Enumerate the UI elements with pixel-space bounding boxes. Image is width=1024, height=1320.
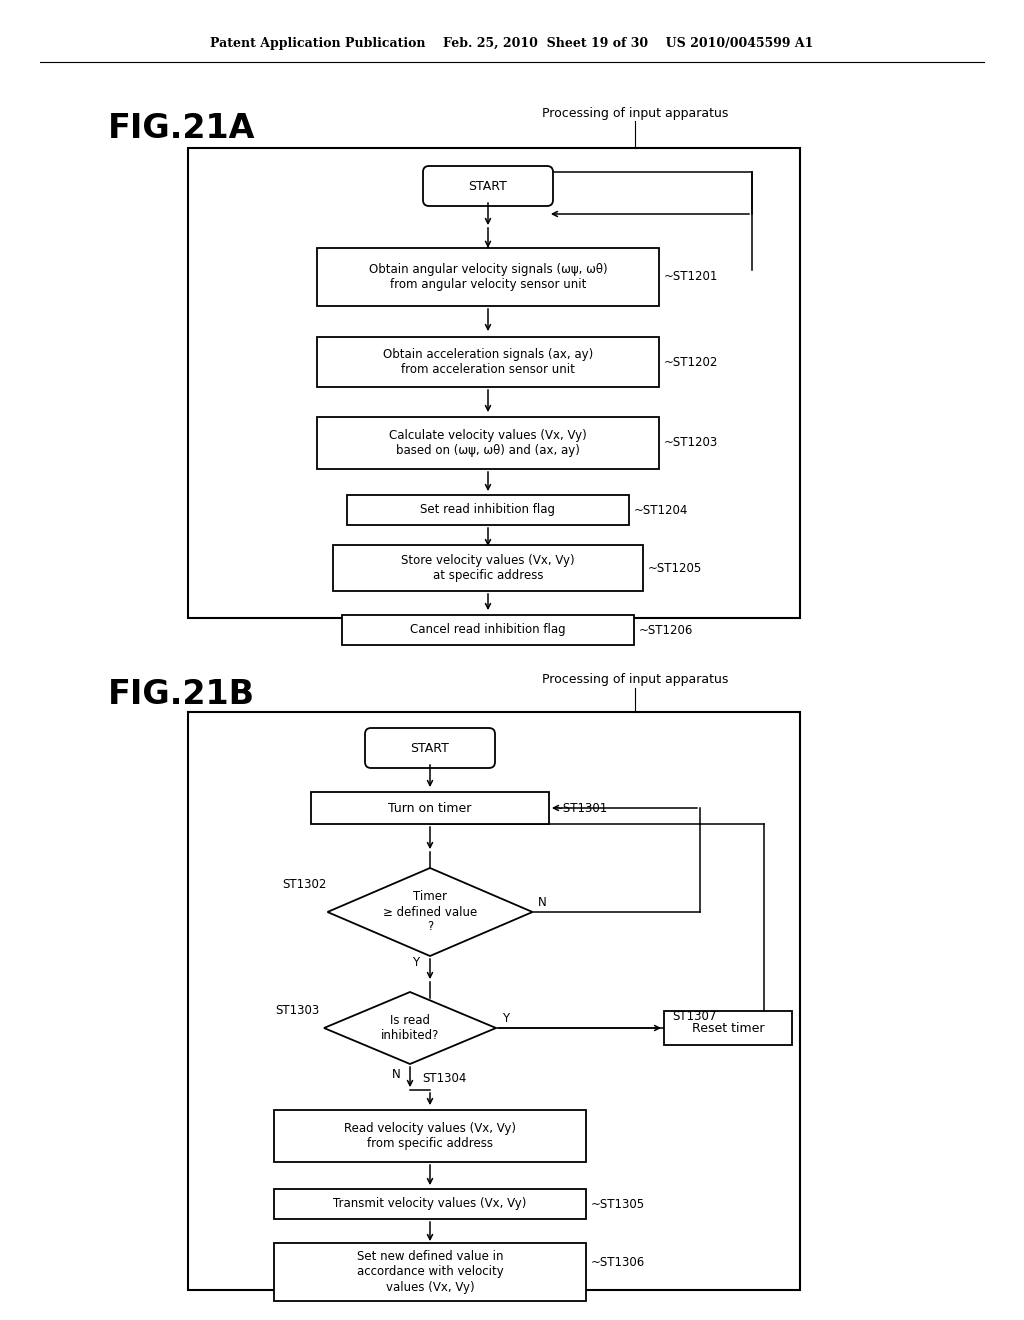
Text: ~ST1204: ~ST1204	[634, 503, 688, 516]
Bar	[347, 495, 629, 525]
Bar	[664, 1011, 792, 1045]
Text: FIG.21B: FIG.21B	[108, 678, 255, 711]
Bar	[274, 1189, 586, 1218]
Text: Y: Y	[412, 957, 419, 969]
Text: Store velocity values (Vx, Vy)
at specific address: Store velocity values (Vx, Vy) at specif…	[401, 554, 574, 582]
Bar	[342, 615, 634, 645]
Text: Timer
≥ defined value
?: Timer ≥ defined value ?	[383, 891, 477, 933]
Text: ~ST1203: ~ST1203	[664, 437, 718, 450]
FancyBboxPatch shape	[423, 166, 553, 206]
Text: Cancel read inhibition flag: Cancel read inhibition flag	[411, 623, 566, 636]
Text: Obtain acceleration signals (ax, ay)
from acceleration sensor unit: Obtain acceleration signals (ax, ay) fro…	[383, 348, 593, 376]
Text: ST1303: ST1303	[275, 1003, 319, 1016]
Bar	[274, 1110, 586, 1162]
Text: N: N	[538, 895, 547, 908]
Text: Processing of input apparatus: Processing of input apparatus	[542, 107, 728, 120]
Bar	[188, 148, 800, 618]
Text: FIG.21A: FIG.21A	[108, 111, 256, 144]
Text: ST1302: ST1302	[282, 879, 327, 891]
Text: ~ST1206: ~ST1206	[639, 623, 693, 636]
Text: ST1307: ST1307	[672, 1010, 717, 1023]
Text: Y: Y	[502, 1011, 509, 1024]
Text: N: N	[392, 1068, 400, 1081]
Bar	[317, 337, 659, 387]
Text: START: START	[469, 180, 508, 193]
FancyBboxPatch shape	[365, 729, 495, 768]
Bar	[317, 248, 659, 306]
Text: Obtain angular velocity signals (ωψ, ωθ)
from angular velocity sensor unit: Obtain angular velocity signals (ωψ, ωθ)…	[369, 263, 607, 290]
Text: Turn on timer: Turn on timer	[388, 801, 472, 814]
Text: Patent Application Publication    Feb. 25, 2010  Sheet 19 of 30    US 2010/00455: Patent Application Publication Feb. 25, …	[210, 37, 814, 50]
Text: Transmit velocity values (Vx, Vy): Transmit velocity values (Vx, Vy)	[334, 1197, 526, 1210]
Text: Calculate velocity values (Vx, Vy)
based on (ωψ, ωθ) and (ax, ay): Calculate velocity values (Vx, Vy) based…	[389, 429, 587, 457]
Text: ~ST1306: ~ST1306	[591, 1255, 645, 1269]
Bar	[274, 1243, 586, 1302]
Bar	[188, 711, 800, 1290]
Bar	[311, 792, 549, 824]
Text: START: START	[411, 742, 450, 755]
Text: Read velocity values (Vx, Vy)
from specific address: Read velocity values (Vx, Vy) from speci…	[344, 1122, 516, 1150]
Text: Is read
inhibited?: Is read inhibited?	[381, 1014, 439, 1041]
Text: ST1304: ST1304	[422, 1072, 466, 1085]
Text: ~ST1202: ~ST1202	[664, 355, 719, 368]
Text: ~ST1301: ~ST1301	[554, 801, 608, 814]
Bar	[317, 417, 659, 469]
Text: Set read inhibition flag: Set read inhibition flag	[421, 503, 555, 516]
Text: Processing of input apparatus: Processing of input apparatus	[542, 673, 728, 686]
Polygon shape	[324, 993, 496, 1064]
Text: ~ST1201: ~ST1201	[664, 271, 719, 284]
Text: Reset timer: Reset timer	[692, 1022, 764, 1035]
Text: ~ST1205: ~ST1205	[648, 561, 702, 574]
Text: Set new defined value in
accordance with velocity
values (Vx, Vy): Set new defined value in accordance with…	[356, 1250, 504, 1294]
Bar	[333, 545, 643, 591]
Text: ~ST1305: ~ST1305	[591, 1197, 645, 1210]
Polygon shape	[328, 869, 532, 956]
